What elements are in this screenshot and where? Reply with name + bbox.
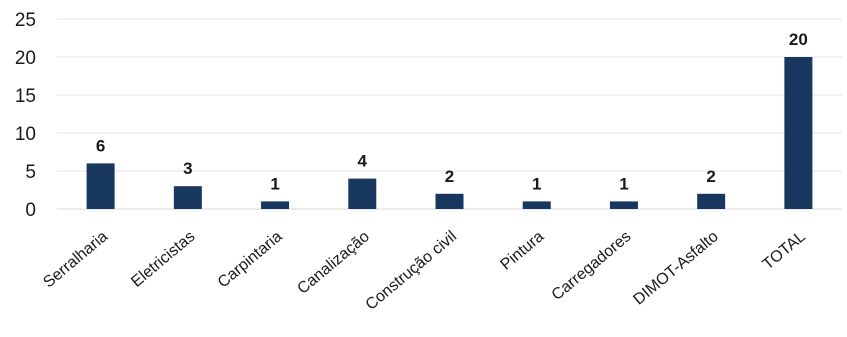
data-label: 3 [183, 159, 192, 178]
data-label: 4 [358, 152, 368, 171]
data-label: 1 [619, 174, 628, 193]
bar [435, 193, 464, 209]
bar [261, 201, 290, 209]
bar [348, 178, 377, 209]
y-tick-label: 15 [15, 86, 36, 107]
bar [784, 57, 813, 209]
bar [697, 193, 726, 209]
y-tick-label: 20 [15, 48, 36, 69]
y-tick-label: 10 [15, 124, 36, 145]
x-axis-categories: Serralharia Eletricistas Carpintaria Canali… [40, 228, 809, 314]
x-category-label: Serralharia [40, 228, 111, 291]
x-category-label: Pintura [498, 228, 548, 274]
data-label: 2 [706, 167, 715, 186]
bars [86, 57, 813, 209]
data-label: 1 [270, 174, 279, 193]
bar [522, 201, 551, 209]
x-category-label: Canalização [294, 228, 372, 298]
x-category-label: Construção civil [363, 228, 460, 314]
bar [609, 201, 638, 209]
data-label: 1 [532, 174, 541, 193]
bar [86, 163, 115, 209]
y-tick-label: 0 [25, 200, 36, 221]
y-tick-label: 5 [25, 162, 36, 183]
x-category-label: Carpintaria [215, 228, 286, 291]
data-label: 2 [445, 167, 454, 186]
data-label: 6 [96, 136, 105, 155]
y-axis-ticks: 0 5 10 15 20 25 [15, 10, 36, 221]
x-category-label: Eletricistas [128, 228, 198, 291]
x-category-label: TOTAL [760, 228, 809, 273]
x-category-label: DIMOT-Asfalto [630, 228, 721, 309]
data-labels: 6 3 1 4 2 1 1 2 20 [96, 30, 808, 193]
data-label: 20 [789, 30, 808, 49]
y-tick-label: 25 [15, 10, 36, 31]
x-category-label: Carregadores [549, 228, 635, 304]
bar [173, 186, 202, 209]
